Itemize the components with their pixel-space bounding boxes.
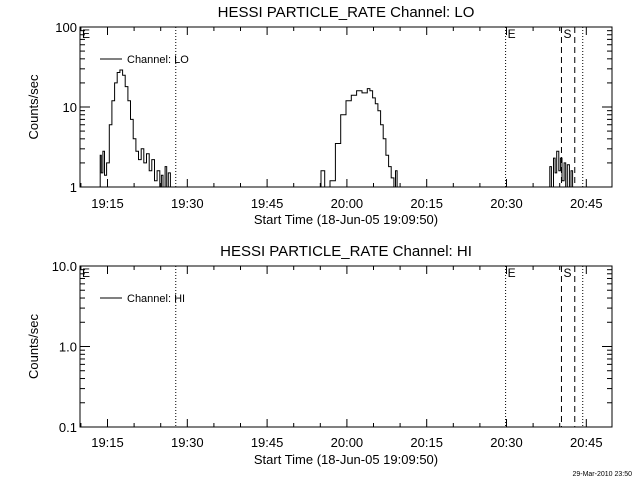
x-axis-label: Start Time (18-Jun-05 19:09:50) xyxy=(254,452,438,467)
legend-entry: Channel: LO xyxy=(127,54,189,66)
x-tick-label: 20:30 xyxy=(490,196,523,211)
y-tick-label: 0.1 xyxy=(59,420,77,435)
x-tick-label: 20:45 xyxy=(570,196,603,211)
x-tick-label: 20:00 xyxy=(331,435,364,450)
event-marker-label: S xyxy=(563,27,571,41)
chart-title: HESSI PARTICLE_RATE Channel: LO xyxy=(218,4,475,21)
x-tick-label: 19:15 xyxy=(91,435,124,450)
x-tick-label: 20:30 xyxy=(490,435,523,450)
x-tick-label: 20:15 xyxy=(410,435,443,450)
x-axis-label: Start Time (18-Jun-05 19:09:50) xyxy=(254,212,438,227)
event-marker-label: S xyxy=(563,266,571,280)
y-tick-label: 100 xyxy=(55,20,77,35)
data-series-2 xyxy=(548,150,575,188)
x-tick-label: 19:30 xyxy=(171,435,204,450)
event-marker-label: E xyxy=(508,27,516,41)
footer-stamp: 29-Mar-2010 23:50 xyxy=(572,471,632,478)
legend-entry: Channel: HI xyxy=(127,293,185,305)
plot-frame xyxy=(79,265,613,428)
x-tick-label: 19:30 xyxy=(171,196,204,211)
y-tick-label: 1 xyxy=(70,180,77,195)
data-series-1 xyxy=(319,88,400,188)
x-tick-label: 19:45 xyxy=(251,196,284,211)
x-tick-label: 20:00 xyxy=(331,196,364,211)
x-tick-label: 19:15 xyxy=(91,196,124,211)
y-tick-label: 1.0 xyxy=(59,340,77,355)
event-marker-label: E xyxy=(82,27,90,41)
y-axis-label: Counts/sec xyxy=(26,313,41,379)
x-tick-label: 20:45 xyxy=(570,435,603,450)
chart-title: HESSI PARTICLE_RATE Channel: HI xyxy=(220,243,472,260)
event-marker-label: E xyxy=(508,266,516,280)
y-tick-label: 10 xyxy=(63,100,77,115)
y-axis-label: Counts/sec xyxy=(26,74,41,140)
event-marker-label: E xyxy=(82,266,90,280)
y-tick-label: 10.0 xyxy=(52,259,77,274)
x-tick-label: 20:15 xyxy=(410,196,443,211)
data-series-0 xyxy=(98,69,171,188)
x-tick-label: 19:45 xyxy=(251,435,284,450)
